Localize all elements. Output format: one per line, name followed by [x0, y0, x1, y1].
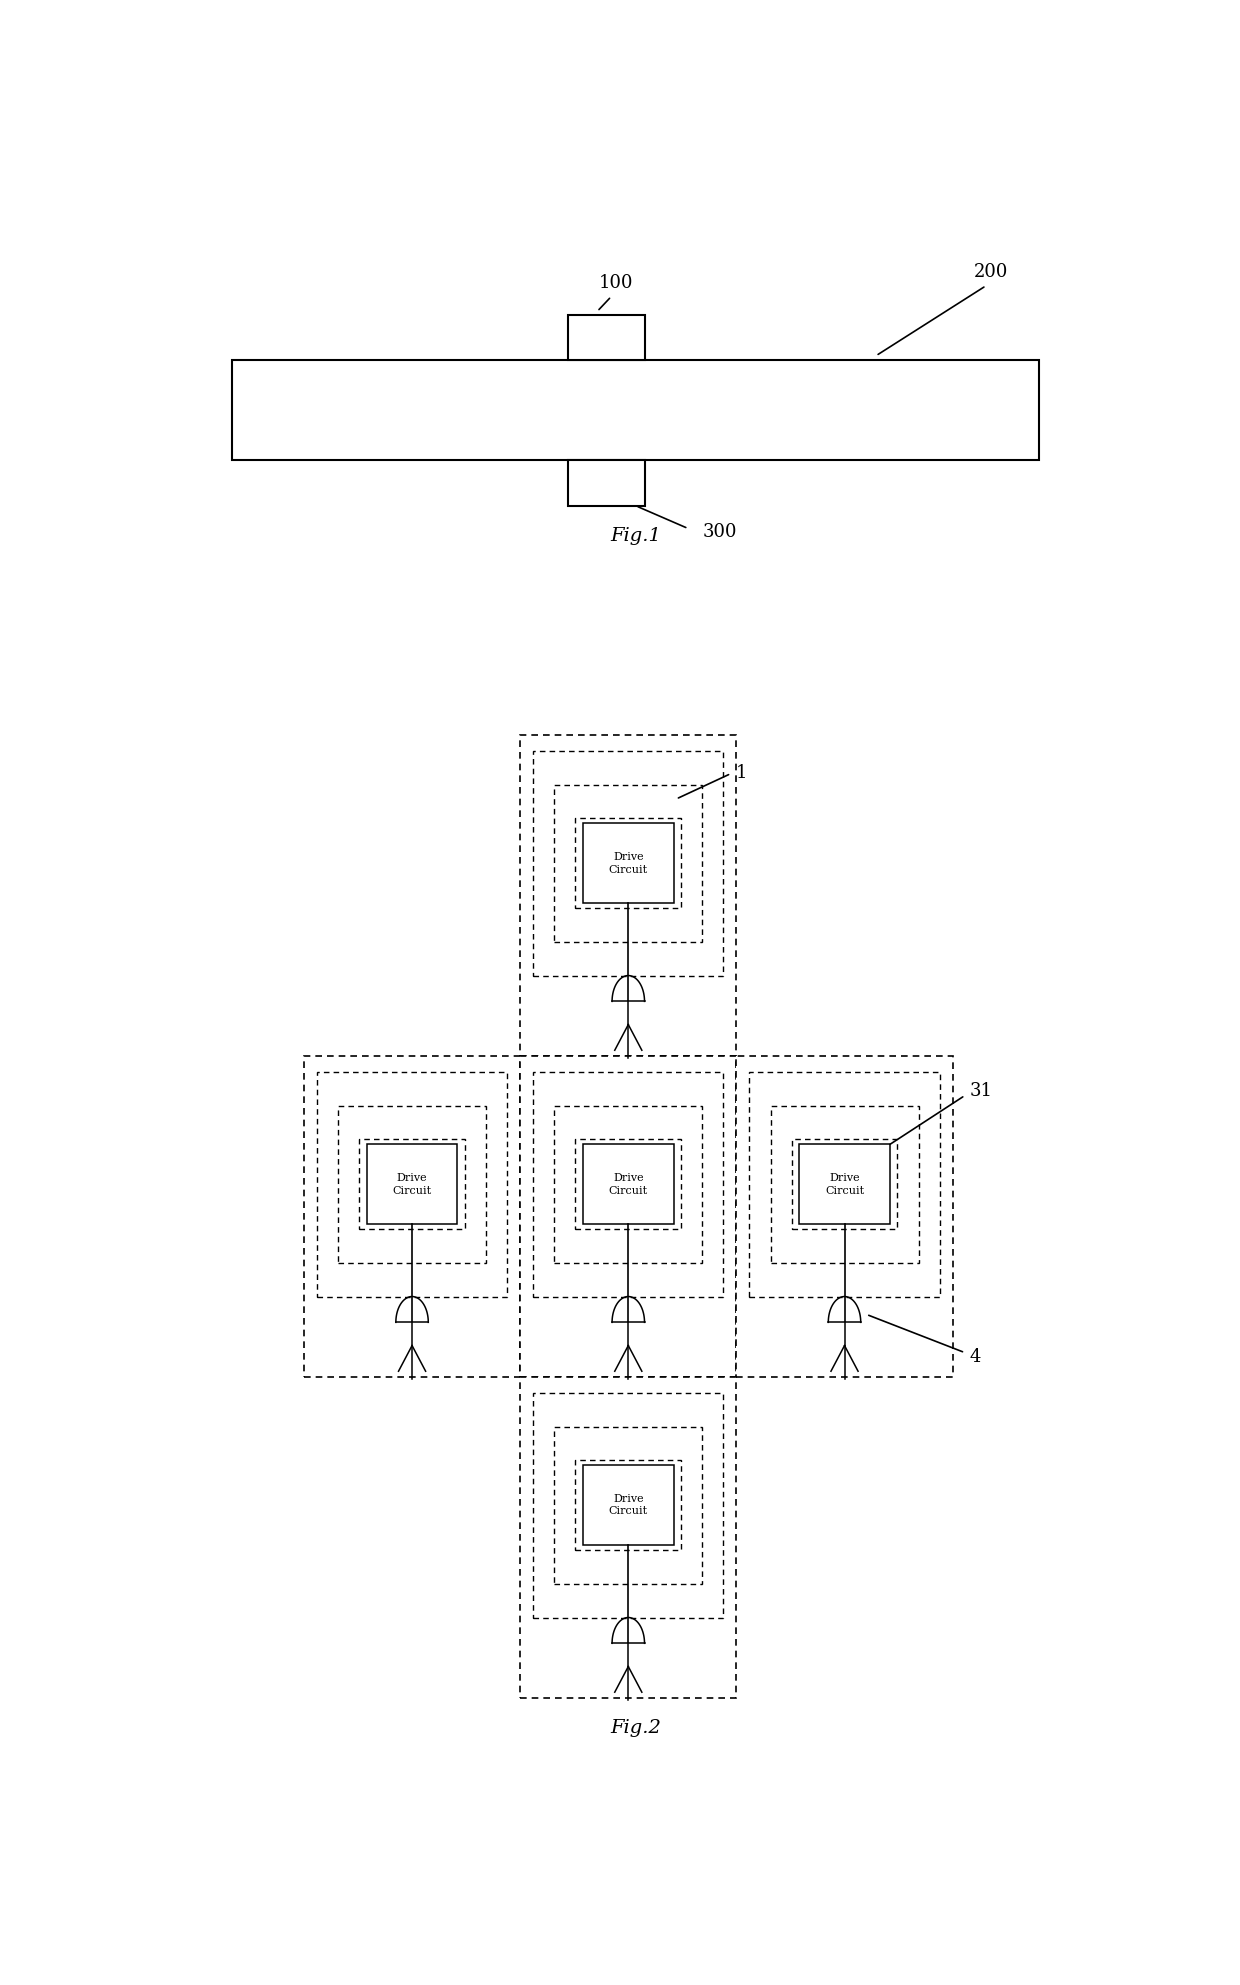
Text: 300: 300 [703, 522, 738, 540]
Text: Fig.2: Fig.2 [610, 1719, 661, 1737]
Bar [533, 1393, 723, 1618]
Bar [583, 1465, 673, 1546]
Bar [360, 1139, 465, 1229]
Text: Drive
Circuit: Drive Circuit [609, 1495, 647, 1517]
Bar [583, 1143, 673, 1225]
Text: Drive
Circuit: Drive Circuit [609, 1173, 647, 1195]
Bar [575, 818, 681, 909]
Bar [533, 750, 723, 977]
Bar [812, 1173, 877, 1195]
Text: 1: 1 [735, 764, 748, 782]
Bar [317, 1072, 507, 1296]
Text: Drive
Circuit: Drive Circuit [609, 852, 647, 875]
Bar [304, 1056, 521, 1378]
Bar [554, 1427, 702, 1584]
Bar [749, 1072, 940, 1296]
Text: 31: 31 [970, 1082, 993, 1100]
Bar [737, 1056, 952, 1378]
Bar [533, 1072, 723, 1296]
Bar [554, 1106, 702, 1262]
Bar [521, 1056, 737, 1378]
Bar [521, 734, 737, 1056]
Bar [596, 852, 660, 875]
Bar [554, 784, 702, 943]
Bar [568, 461, 645, 506]
Bar [770, 1106, 919, 1262]
Bar [596, 1173, 660, 1195]
Text: Drive
Circuit: Drive Circuit [393, 1173, 432, 1195]
Text: Drive
Circuit: Drive Circuit [825, 1173, 864, 1195]
Bar [575, 1139, 681, 1229]
Text: 200: 200 [973, 262, 1008, 282]
Bar [232, 361, 1039, 461]
Bar [339, 1106, 486, 1262]
Bar [583, 824, 673, 903]
Text: Fig.1: Fig.1 [610, 528, 661, 546]
Bar [367, 1143, 458, 1225]
Text: 4: 4 [970, 1348, 981, 1366]
Bar [568, 314, 645, 361]
Bar [799, 1143, 890, 1225]
Bar [521, 1378, 737, 1697]
Bar [575, 1461, 681, 1550]
Bar [791, 1139, 898, 1229]
Bar [381, 1173, 444, 1195]
Text: 100: 100 [599, 274, 634, 292]
Bar [596, 1495, 660, 1517]
